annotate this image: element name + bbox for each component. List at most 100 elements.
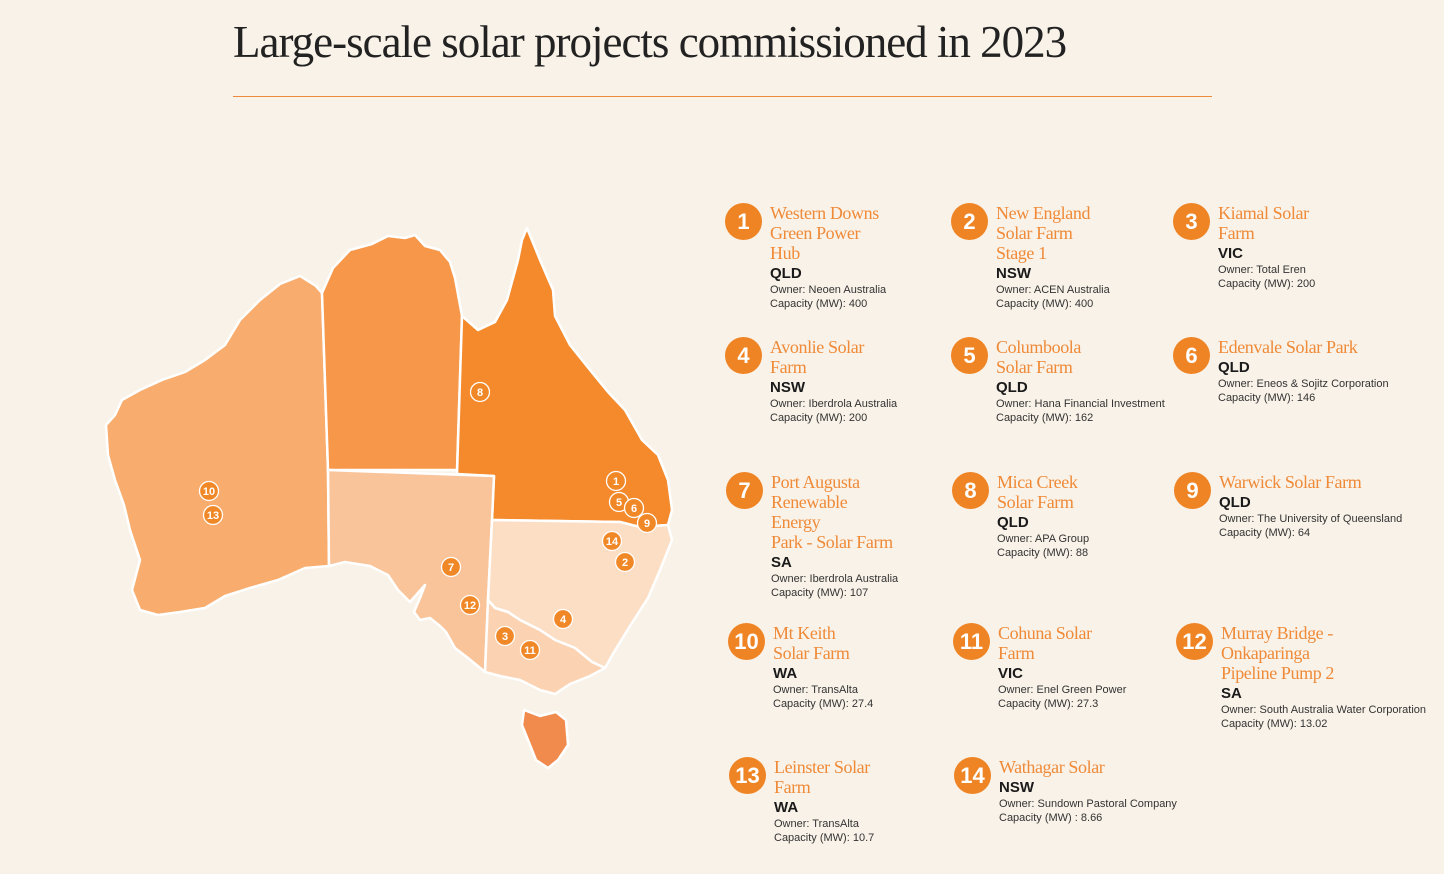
project-capacity: Capacity (MW): 88 [997, 547, 1089, 559]
project-number-badge: 9 [1174, 472, 1211, 509]
project-number-badge: 5 [951, 337, 988, 374]
project-name: Cohuna Solar Farm [998, 623, 1092, 663]
project-number-badge: 3 [1173, 203, 1210, 240]
project-owner: Owner: The University of Queensland [1219, 513, 1403, 525]
project-name: Columboola Solar Farm [996, 337, 1081, 377]
project-number-badge: 4 [725, 337, 762, 374]
project-capacity: Capacity (MW): 27.4 [773, 698, 874, 710]
project-owner: Owner: ACEN Australia [996, 284, 1110, 296]
map-marker-6: 6 [623, 497, 645, 519]
project-capacity: Capacity (MW): 107 [771, 587, 869, 599]
project-capacity: Capacity (MW) : 8.66 [999, 812, 1103, 824]
project-capacity: Capacity (MW): 10.7 [774, 832, 875, 844]
map-marker-label: 10 [203, 486, 215, 498]
project-number-badge: 1 [725, 203, 762, 240]
project-name: Avonlie Solar Farm [770, 337, 864, 377]
region-wa [104, 274, 331, 617]
project-state: QLD [770, 265, 802, 282]
project-state: QLD [996, 379, 1028, 396]
project-state: WA [773, 665, 798, 682]
project-capacity: Capacity (MW): 64 [1219, 527, 1311, 539]
project-number-badge: 14 [954, 757, 991, 794]
map-marker-3: 3 [494, 625, 516, 647]
map-marker-7: 7 [440, 556, 462, 578]
project-owner: Owner: Neoen Australia [770, 284, 887, 296]
project-capacity: Capacity (MW): 146 [1218, 392, 1316, 404]
project-name: New England Solar Farm Stage 1 [996, 203, 1091, 263]
project-owner: Owner: TransAlta [774, 818, 859, 830]
project-number-badge: 6 [1173, 337, 1210, 374]
project-owner: Owner: Enel Green Power [998, 684, 1127, 696]
project-capacity: Capacity (MW): 27.3 [998, 698, 1099, 710]
region-nt [320, 233, 464, 472]
map-marker-2: 2 [614, 551, 636, 573]
project-owner: Owner: Eneos & Sojitz Corporation [1218, 378, 1389, 390]
map-marker-9: 9 [636, 512, 658, 534]
project-number-badge: 10 [728, 623, 765, 660]
project-number-badge: 8 [952, 472, 989, 509]
project-capacity: Capacity (MW): 13.02 [1221, 718, 1328, 730]
map-marker-4: 4 [552, 608, 574, 630]
project-state: NSW [996, 265, 1031, 282]
project-name: Western Downs Green Power Hub [770, 203, 879, 263]
project-number-badge: 11 [953, 623, 990, 660]
region-sa [326, 468, 496, 674]
map-marker-label: 13 [207, 510, 219, 522]
project-number-badge: 7 [726, 472, 763, 509]
map-marker-label: 8 [477, 387, 483, 399]
project-name: Mica Creek Solar Farm [997, 472, 1078, 512]
project-state: VIC [1218, 245, 1244, 262]
project-name: Leinster Solar Farm [774, 757, 870, 797]
project-number-badge: 2 [951, 203, 988, 240]
project-name: Warwick Solar Farm [1219, 472, 1362, 492]
map-marker-label: 6 [631, 503, 637, 515]
project-capacity: Capacity (MW): 200 [770, 412, 868, 424]
project-owner: Owner: South Australia Water Corporation [1221, 704, 1427, 716]
map-marker-8: 8 [469, 381, 491, 403]
project-name: Murray Bridge - Onkaparinga Pipeline Pum… [1221, 623, 1335, 683]
map-marker-label: 7 [448, 562, 454, 574]
map-marker-label: 9 [644, 518, 650, 530]
map-marker-label: 3 [502, 631, 508, 643]
project-name: Edenvale Solar Park [1218, 337, 1358, 357]
project-state: QLD [1218, 359, 1250, 376]
project-capacity: Capacity (MW): 200 [1218, 278, 1316, 290]
project-name: Kiamal Solar Farm [1218, 203, 1309, 243]
project-owner: Owner: Iberdrola Australia [770, 398, 898, 410]
project-state: SA [1221, 685, 1242, 702]
page-title: Large-scale solar projects commissioned … [233, 17, 1067, 67]
project-name: Wathagar Solar [999, 757, 1105, 777]
region-vic [483, 598, 607, 696]
project-capacity: Capacity (MW): 400 [996, 298, 1094, 310]
project-owner: Owner: APA Group [997, 533, 1090, 545]
map-marker-label: 1 [613, 476, 619, 488]
map-marker-label: 14 [606, 536, 619, 548]
map-marker-14: 14 [601, 530, 623, 552]
project-name: Mt Keith Solar Farm [773, 623, 850, 663]
map-marker-13: 13 [202, 504, 224, 526]
project-number-badge: 12 [1176, 623, 1213, 660]
map-marker-11: 11 [519, 639, 541, 661]
project-number-badge: 13 [729, 757, 766, 794]
project-owner: Owner: TransAlta [773, 684, 858, 696]
map-marker-12: 12 [459, 594, 481, 616]
project-state: SA [771, 554, 792, 571]
project-state: WA [774, 799, 799, 816]
map-marker-label: 12 [464, 600, 476, 612]
project-state: QLD [1219, 494, 1251, 511]
map-marker-label: 2 [622, 557, 628, 569]
project-state: NSW [770, 379, 805, 396]
map-marker-label: 11 [524, 645, 536, 657]
project-state: VIC [998, 665, 1024, 682]
map-marker-1: 1 [605, 470, 627, 492]
project-name: Port Augusta Renewable Energy Park - Sol… [771, 472, 893, 552]
map-marker-label: 5 [616, 497, 622, 509]
region-tas [520, 708, 570, 770]
map-marker-10: 10 [198, 480, 220, 502]
project-owner: Owner: Sundown Pastoral Company [999, 798, 1177, 810]
map-marker-label: 4 [560, 614, 567, 626]
project-state: QLD [997, 514, 1029, 531]
project-owner: Owner: Hana Financial Investment [996, 398, 1165, 410]
project-owner: Owner: Total Eren [1218, 264, 1306, 276]
